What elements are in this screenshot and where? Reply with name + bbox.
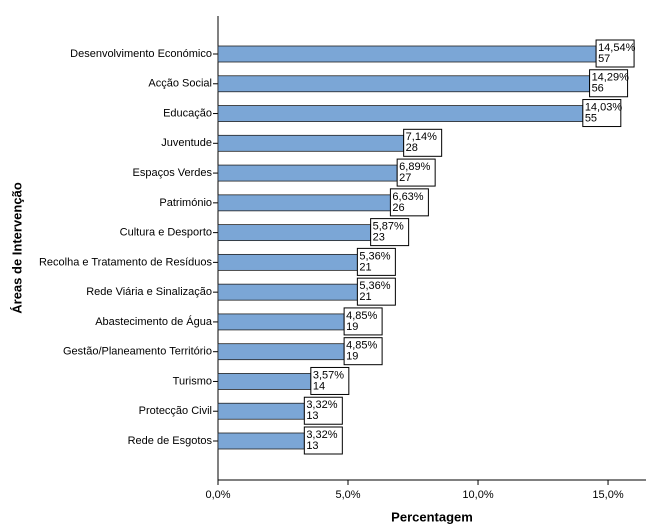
count-label: 19 [346,321,358,333]
count-label: 13 [306,440,318,452]
bar [217,194,391,212]
y-tick-label: Protecção Civil [139,405,212,417]
y-tick-label: Rede de Esgotos [128,435,213,447]
bar [217,164,398,182]
data-label: 3,32% [306,429,337,441]
y-axis-title: Áreas de Intervenção [9,182,24,314]
y-tick-label: Desenvolvimento Económico [70,48,212,60]
data-label: 4,85% [346,310,377,322]
bar [217,402,305,420]
data-label: 5,87% [373,221,404,233]
data-label-box [589,69,629,98]
bar [217,373,312,390]
data-label-box [582,99,622,128]
y-tick-label: Acção Social [148,78,212,90]
data-label: 3,32% [306,399,337,411]
count-label: 21 [359,261,371,273]
y-tick-label: Espaços Verdes [133,167,213,179]
data-label: 14,29% [592,72,630,84]
count-label: 27 [399,172,411,184]
y-tick-label: Turismo [173,375,212,387]
data-label: 5,36% [359,250,390,262]
data-label-box [303,426,343,455]
data-label-box [303,396,343,425]
count-label: 23 [373,232,385,244]
y-tick-label: Abastecimento de Água [95,315,213,328]
count-label: 14 [313,380,325,392]
data-label-box [343,307,383,336]
data-label-box [356,277,396,306]
data-label-box [595,39,635,68]
data-label: 6,63% [392,191,423,203]
data-label: 3,57% [313,369,344,381]
count-label: 55 [585,112,597,124]
data-label: 4,85% [346,340,377,352]
y-tick-label: Juventude [161,137,212,149]
bar [217,105,584,122]
x-tick-label: 0,0% [205,489,230,501]
y-tick-label: Património [159,197,212,209]
count-label: 56 [592,83,604,95]
count-label: 26 [392,202,404,214]
y-tick-label: Gestão/Planeamento Território [63,346,212,358]
y-tick-label: Recolha e Tratamento de Resíduos [39,256,213,268]
bar [217,224,372,242]
count-label: 57 [598,53,610,65]
bar [217,343,345,361]
bar [217,313,345,331]
bar [217,432,305,450]
bar [217,253,358,271]
count-label: 28 [406,142,418,154]
data-label-box [310,366,350,395]
y-tick-label: Cultura e Desporto [120,227,212,239]
bar [217,45,597,63]
count-label: 19 [346,351,358,363]
data-label: 6,89% [399,161,430,173]
x-tick-label: 5,0% [335,489,360,501]
y-tick-label: Rede Viária e Sinalização [86,286,212,298]
data-label-box [396,158,436,187]
data-label-box [389,188,429,217]
data-label: 14,03% [585,101,623,113]
count-label: 13 [306,410,318,422]
data-label-box [343,337,383,366]
y-tick-label: Educação [163,107,212,119]
bar [217,283,358,301]
data-label: 5,36% [359,280,390,292]
bar [217,75,590,93]
x-axis-title: Percentagem [391,509,473,524]
data-label: 7,14% [406,131,437,143]
data-label-box [370,218,410,247]
data-label-box [356,247,396,276]
count-label: 21 [359,291,371,303]
bar [217,134,405,152]
data-label: 14,54% [598,42,636,54]
x-tick-label: 15,0% [592,489,623,501]
x-tick-label: 10,0% [462,489,493,501]
data-label-box [403,128,443,157]
